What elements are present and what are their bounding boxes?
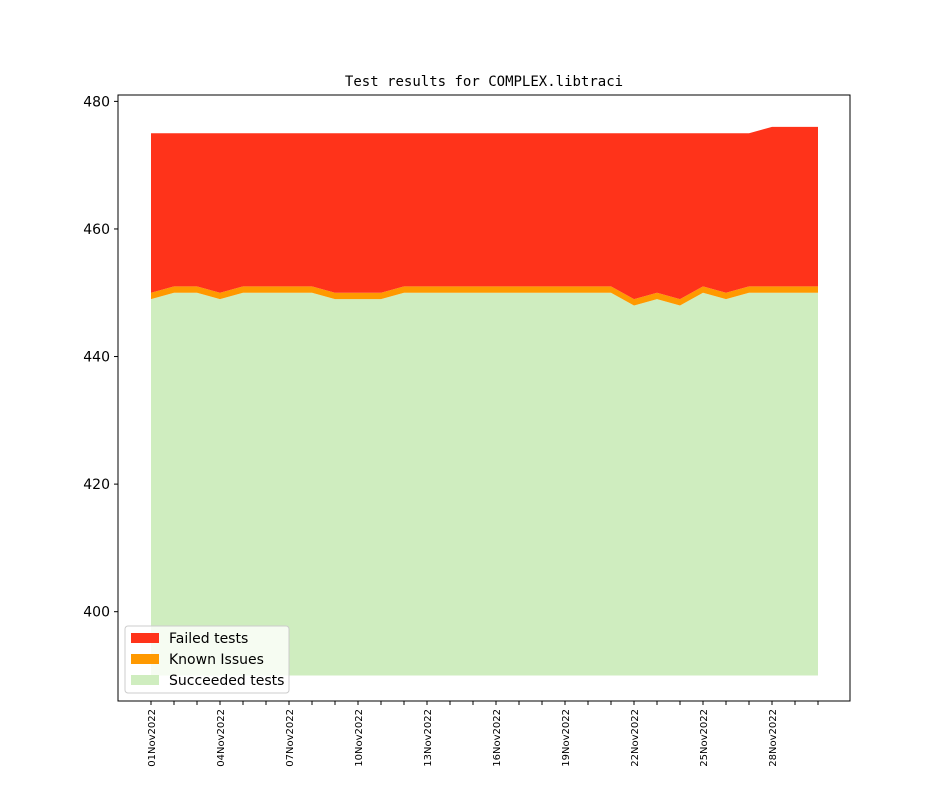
y-tick-label: 440 — [83, 350, 110, 366]
x-tick-label: 25Nov2022 — [699, 709, 710, 767]
x-tick-label: 16Nov2022 — [492, 709, 503, 767]
chart-title: Test results for COMPLEX.libtraci — [345, 74, 623, 90]
legend: Failed tests Known Issues Succeeded tests — [124, 625, 290, 694]
y-axis: 400 420 440 460 480 — [83, 94, 118, 621]
y-tick-label: 400 — [83, 605, 110, 621]
legend-box — [124, 625, 290, 694]
x-tick-label: 01Nov2022 — [147, 709, 158, 767]
x-tick-label: 10Nov2022 — [354, 709, 365, 767]
y-tick-label: 420 — [83, 477, 110, 493]
area-failed-tests — [151, 126, 818, 300]
x-tick-label: 28Nov2022 — [768, 709, 779, 767]
legend-swatch — [131, 654, 159, 664]
series-areas — [151, 126, 818, 676]
legend-label: Failed tests — [169, 631, 248, 647]
x-tick-label: 19Nov2022 — [561, 709, 572, 767]
x-axis: 01Nov2022 04Nov2022 07Nov2022 10Nov2022 13No… — [147, 701, 819, 767]
x-tick-label: 13Nov2022 — [423, 709, 434, 767]
x-tick-label: 04Nov2022 — [216, 709, 227, 767]
legend-label: Known Issues — [169, 652, 264, 668]
area-succeeded-tests — [151, 292, 818, 676]
x-tick-label: 22Nov2022 — [630, 709, 641, 767]
y-tick-label: 460 — [83, 222, 110, 238]
legend-swatch — [131, 675, 159, 685]
plot-frame — [117, 94, 851, 702]
area-known-issues — [151, 286, 818, 306]
x-tick-label: 07Nov2022 — [285, 709, 296, 767]
legend-label: Succeeded tests — [169, 673, 284, 689]
y-tick-label: 480 — [83, 94, 110, 110]
legend-swatch — [131, 633, 159, 643]
